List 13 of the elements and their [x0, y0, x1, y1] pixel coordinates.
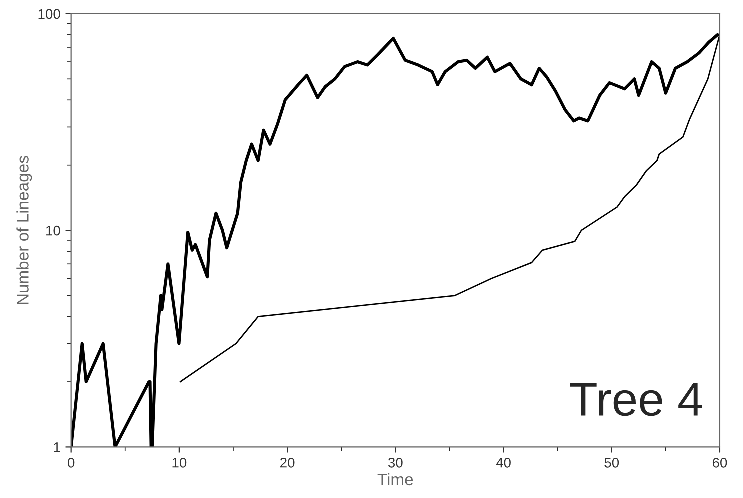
x-tick-label: 0 [68, 458, 75, 468]
y-tick-label: 10 [46, 226, 60, 236]
x-axis-title: Time [378, 473, 414, 486]
x-tick-label: 50 [604, 458, 620, 468]
x-tick-label: 60 [712, 458, 728, 468]
y-axis-title: Number of Lineages [16, 156, 32, 304]
y-tick-label: 100 [38, 9, 60, 20]
x-tick-label: 30 [388, 458, 403, 468]
annotation: Tree 4 [570, 383, 702, 416]
y-tick-label: 1 [54, 442, 60, 452]
x-tick-label: 10 [172, 458, 187, 468]
x-tick-label: 40 [496, 458, 511, 468]
x-tick-label: 20 [280, 458, 295, 468]
